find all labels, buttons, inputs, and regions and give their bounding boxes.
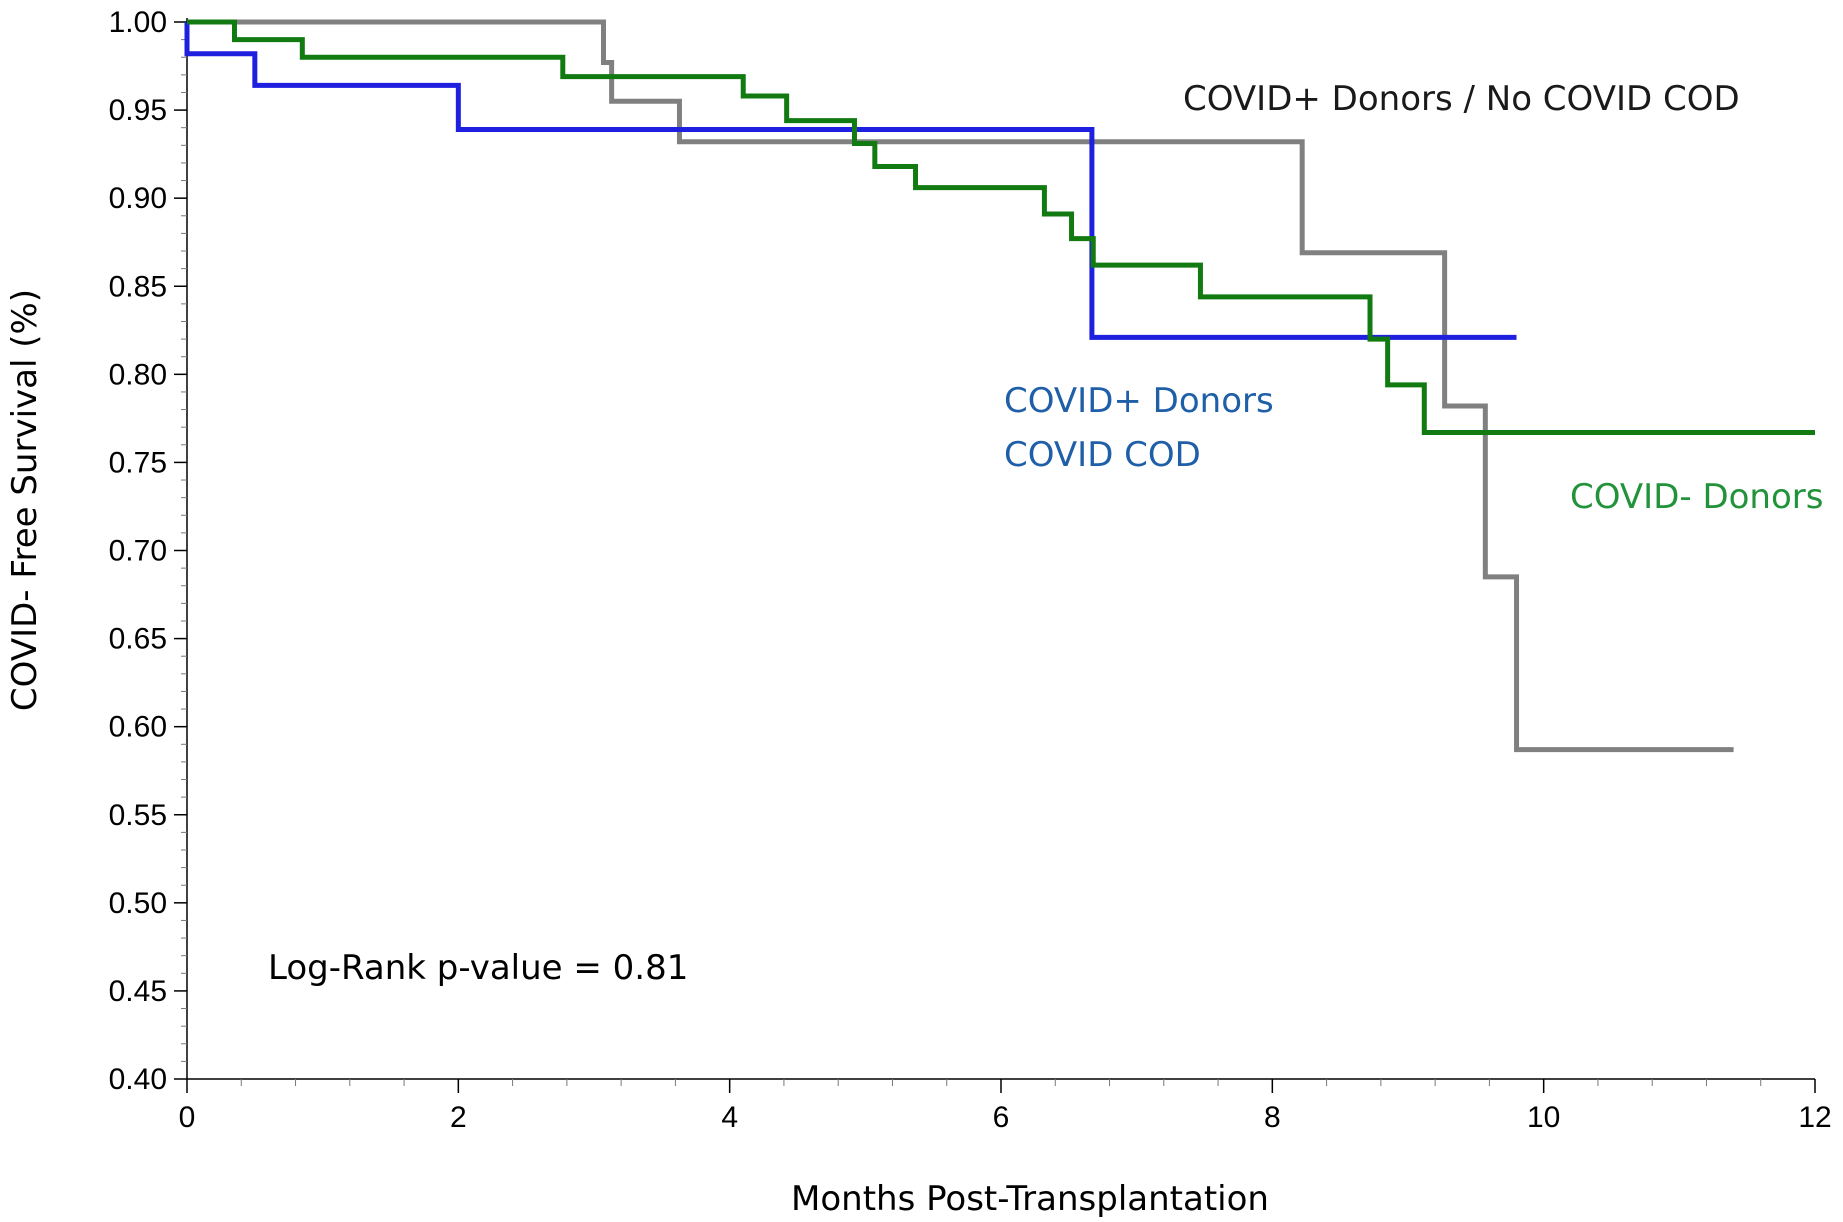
x-tick-label: 6 — [993, 1101, 1010, 1134]
y-tick-label: 0.85 — [109, 270, 167, 303]
y-tick-label: 0.40 — [109, 1063, 167, 1096]
series-line-1 — [184, 22, 1517, 340]
x-tick-label: 10 — [1527, 1101, 1560, 1134]
series-line-2 — [187, 19, 1815, 435]
y-tick-label: 0.55 — [109, 799, 167, 832]
y-tick-label: 0.90 — [109, 182, 167, 215]
y-tick-label: 0.65 — [109, 623, 167, 656]
series-layer — [184, 19, 1815, 753]
y-tick-label: 0.50 — [109, 887, 167, 920]
x-tick-label: 4 — [721, 1101, 738, 1134]
y-tick-label: 0.80 — [109, 358, 167, 391]
x-tick-label: 12 — [1798, 1101, 1831, 1134]
x-tick-label: 8 — [1264, 1101, 1281, 1134]
y-tick-label: 0.70 — [109, 535, 167, 568]
series-line-0 — [187, 19, 1734, 753]
y-tick-label: 0.45 — [109, 975, 167, 1008]
x-axis-title: Months Post-Transplantation — [791, 1179, 1269, 1219]
annotation-gray-series: COVID+ Donors / No COVID COD — [1183, 79, 1740, 119]
y-axis-title: COVID- Free Survival (%) — [5, 289, 45, 711]
x-tick-label: 0 — [179, 1101, 196, 1134]
axes: 0.40 0.45 0.50 0.55 0.60 0.65 0.70 0.75 0.80 0.85… — [109, 6, 1832, 1134]
log-rank-annotation: Log-Rank p-value = 0.81 — [268, 948, 688, 988]
y-tick-label: 0.60 — [109, 711, 167, 744]
annotation-blue-series-line1: COVID+ Donors — [1004, 381, 1274, 421]
y-tick-label: 0.75 — [109, 446, 167, 479]
annotation-blue-series-line2: COVID COD — [1004, 435, 1201, 475]
y-tick-label: 0.95 — [109, 94, 167, 127]
x-tick-label: 2 — [450, 1101, 467, 1134]
y-tick-label: 1.00 — [109, 6, 167, 39]
annotation-green-series: COVID- Donors — [1570, 477, 1823, 517]
